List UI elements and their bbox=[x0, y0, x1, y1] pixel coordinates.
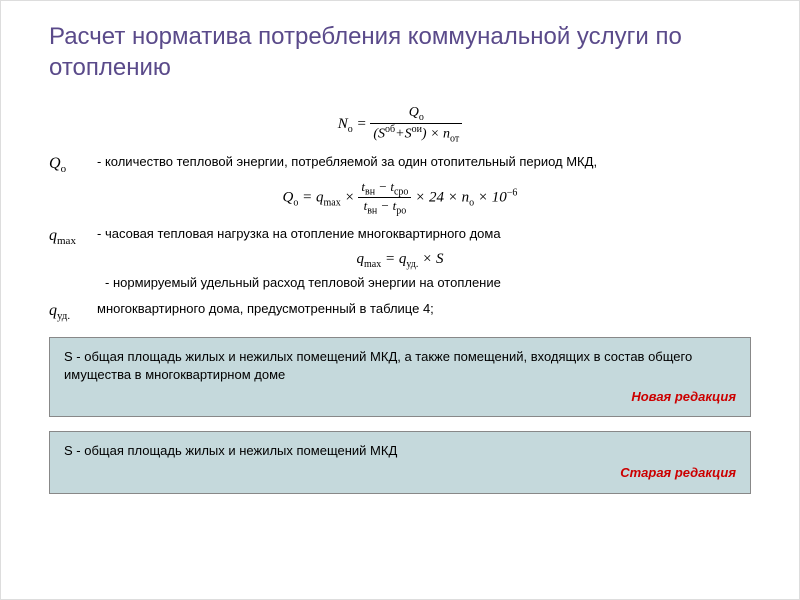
formula-2: Qо = qmax × tвн − tсро tвн − tро × 24 × … bbox=[49, 179, 751, 217]
formula-3: qmax = qуд. × S bbox=[49, 251, 751, 270]
symbol-qud: qуд. bbox=[49, 300, 97, 322]
formula-1: Nо = Qо (Sоб+Sои) × nот bbox=[49, 105, 751, 144]
symbol-qmax: qmax bbox=[49, 225, 97, 247]
definition-qmax-text: - часовая тепловая нагрузка на отопление… bbox=[97, 225, 501, 243]
definition-qud-pre: - нормируемый удельный расход тепловой э… bbox=[105, 274, 751, 292]
slide-content: Nо = Qо (Sоб+Sои) × nот Qо - количество … bbox=[1, 105, 799, 493]
box-old-label: Старая редакция bbox=[64, 464, 736, 482]
symbol-qo: Qо bbox=[49, 153, 97, 175]
definition-qud-text: многоквартирного дома, предусмотренный в… bbox=[97, 300, 434, 318]
box-old-text: S - общая площадь жилых и нежилых помеще… bbox=[64, 442, 736, 460]
slide-title: Расчет норматива потребления коммунально… bbox=[1, 1, 799, 101]
box-new-edition: S - общая площадь жилых и нежилых помеще… bbox=[49, 337, 751, 418]
box-old-edition: S - общая площадь жилых и нежилых помеще… bbox=[49, 431, 751, 493]
box-new-text: S - общая площадь жилых и нежилых помеще… bbox=[64, 348, 736, 384]
definition-qmax: qmax - часовая тепловая нагрузка на отоп… bbox=[49, 225, 751, 247]
definition-qud: qуд. многоквартирного дома, предусмотрен… bbox=[49, 300, 751, 322]
definition-qo-text: - количество тепловой энергии, потребляе… bbox=[97, 153, 597, 171]
definition-qo: Qо - количество тепловой энергии, потреб… bbox=[49, 153, 751, 175]
box-new-label: Новая редакция bbox=[64, 388, 736, 406]
